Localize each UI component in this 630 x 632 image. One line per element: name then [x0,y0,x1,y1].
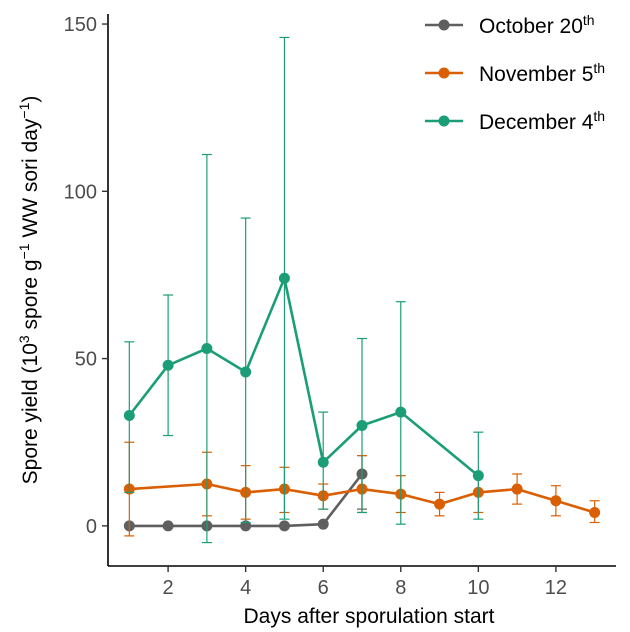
legend-label: December 4th [479,108,605,134]
x-tick-label: 8 [395,577,406,599]
y-axis-title-part: WW sori day [19,118,42,243]
data-point [395,406,407,418]
legend-label-sup: th [593,60,605,76]
data-point [589,506,601,518]
y-axis-title-sup: −1 [16,102,32,118]
data-point [356,419,368,431]
y-tick-label: 100 [64,181,97,203]
legend-key-marker [438,115,450,127]
y-axis-title-sup: −1 [16,243,32,259]
series-line [128,276,480,477]
x-tick-label: 12 [545,577,567,599]
y-axis-title-part: ) [19,96,42,103]
x-axis-title: Days after sporulation start [244,605,495,628]
data-point [278,520,290,532]
data-point [434,498,446,510]
y-tick-label: 50 [75,349,97,371]
legend-label-text: October 20 [479,15,583,38]
plot-area [123,36,601,544]
data-point [162,520,174,532]
legend-label-text: November 5 [479,63,593,86]
legend-item-november: November 5th [425,60,605,86]
data-point [162,359,174,371]
series-line [129,482,596,514]
legend-label-sup: th [583,12,595,28]
data-point [317,456,329,468]
legend-label-text: December 4 [479,111,594,134]
data-point [278,272,290,284]
series-december-4 [123,36,484,544]
legend-label: November 5th [479,60,605,86]
x-tick-label: 2 [163,577,174,599]
x-tick-label: 4 [240,577,251,599]
data-point [550,495,562,507]
legend: October 20th November 5th December 4th [425,12,605,134]
legend-item-december: December 4th [425,108,605,134]
axes: 0 50 100 150 2 4 6 8 10 12 [64,14,616,599]
error-bars [124,36,484,544]
data-point [472,470,484,482]
data-point [123,409,135,421]
x-axis-ticks: 2 4 6 8 10 12 [163,566,567,599]
x-tick-label: 6 [318,577,329,599]
data-point [511,483,523,495]
y-axis-title: Spore yield (103 spore g−1 WW sori day−1… [16,96,42,485]
y-axis-title-part: spore g [19,259,42,335]
legend-label: October 20th [479,12,595,38]
y-axis-title-part: Spore yield (10 [19,343,42,484]
y-axis-title-sup: 3 [16,335,32,343]
y-tick-label: 150 [64,14,97,36]
data-point [240,366,252,378]
legend-item-october: October 20th [425,12,595,38]
y-axis-ticks: 0 50 100 150 [64,14,108,538]
y-tick-label: 0 [86,516,97,538]
data-point [201,343,213,355]
legend-label-sup: th [593,108,605,124]
legend-key-marker [438,19,450,31]
legend-key-marker [438,67,450,79]
x-tick-label: 10 [467,577,489,599]
data-point [317,518,329,530]
